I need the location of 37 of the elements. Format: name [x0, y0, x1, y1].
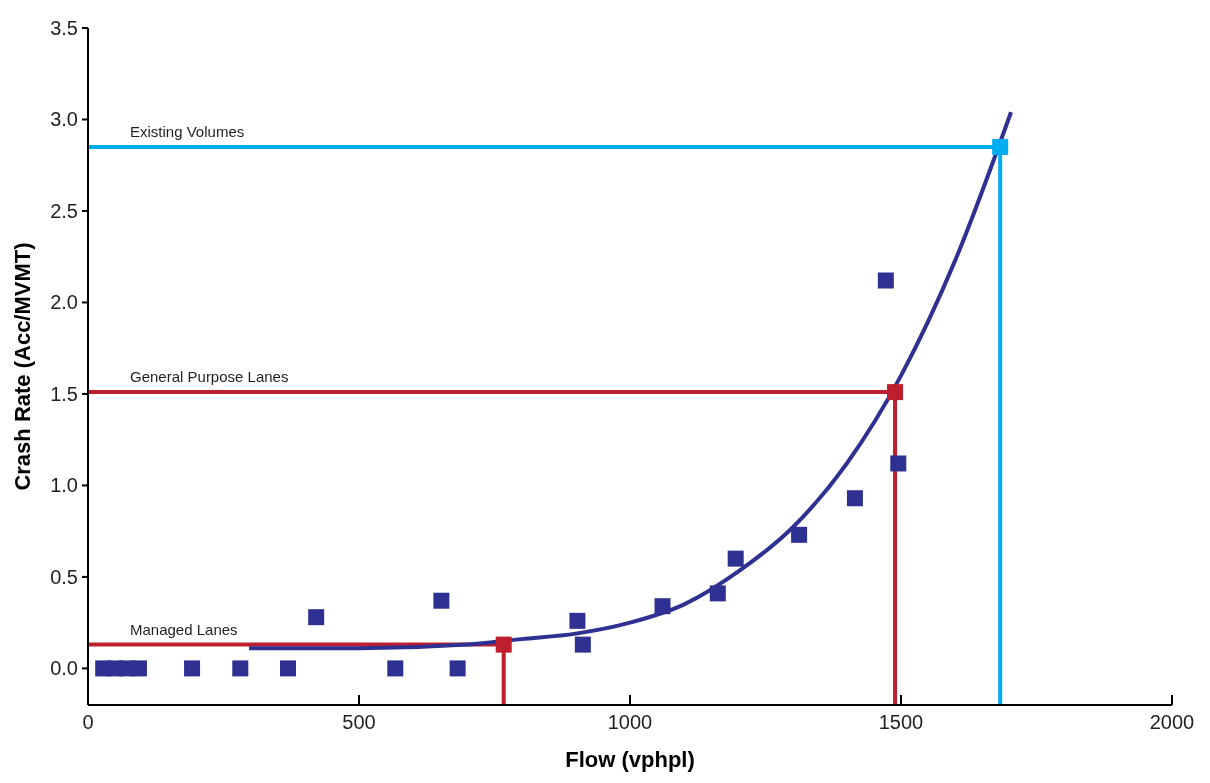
- x-axis-title: Flow (vphpl): [565, 747, 695, 772]
- y-tick-label: 3.5: [50, 17, 78, 39]
- point: [184, 660, 201, 677]
- y-tick-label: 2.0: [50, 291, 78, 314]
- point: [992, 138, 1009, 155]
- point: [433, 592, 450, 609]
- series-label: Managed Lanes: [130, 620, 238, 638]
- point: [130, 660, 147, 677]
- x-tick-label: 500: [342, 711, 376, 733]
- point: [387, 660, 404, 677]
- x-tick-label: 0: [82, 711, 94, 733]
- point: [887, 384, 904, 401]
- point: [449, 660, 466, 677]
- line-series: [246, 110, 1014, 651]
- point: [890, 455, 907, 472]
- x-tick-label: 2000: [1149, 711, 1195, 733]
- point: [308, 609, 325, 626]
- point: [574, 636, 591, 653]
- point: [727, 550, 744, 567]
- y-tick-label: 2.5: [50, 199, 78, 222]
- y-tick-label: 1.0: [50, 474, 78, 497]
- y-tick-label: 3.0: [50, 108, 78, 131]
- y-tick-label: 1.5: [50, 382, 78, 405]
- x-tick-label: 1000: [607, 711, 653, 733]
- point: [280, 660, 296, 677]
- series-label: General Purpose Lanes: [130, 368, 289, 386]
- point: [495, 636, 512, 653]
- y-axis-title: Crash Rate (Acc/MVMT): [10, 242, 35, 491]
- point: [232, 660, 249, 677]
- y-tick-label: 0.5: [50, 565, 78, 588]
- point: [569, 612, 586, 629]
- y-tick-label: 0.0: [50, 657, 78, 680]
- series-label: Existing Volumes: [130, 122, 245, 140]
- x-tick-label: 1500: [878, 711, 924, 733]
- point: [877, 272, 894, 289]
- point: [791, 526, 808, 543]
- point: [846, 490, 863, 507]
